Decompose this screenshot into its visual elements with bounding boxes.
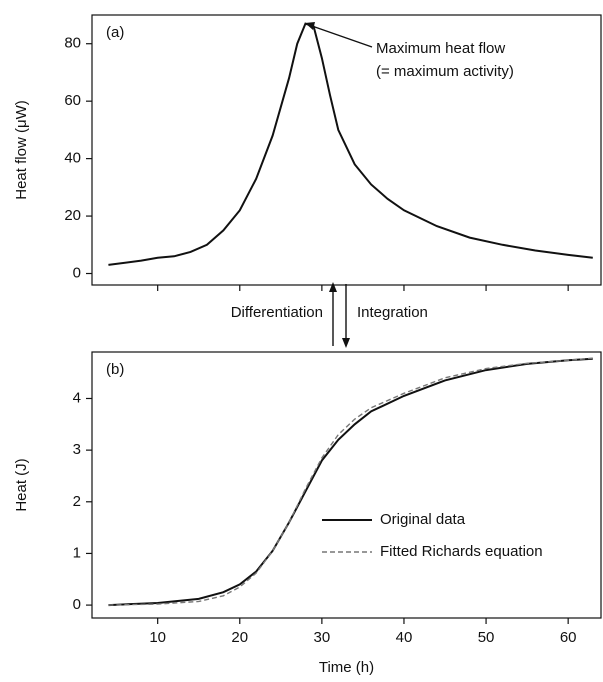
data-line <box>108 357 593 606</box>
integration-label: Integration <box>357 304 428 321</box>
legend-label: Fitted Richards equation <box>380 543 543 560</box>
plot-frame <box>91 14 602 286</box>
panel-label: (a) <box>106 24 124 41</box>
x-tick-label: 60 <box>560 629 577 646</box>
y-tick-label: 4 <box>73 389 81 406</box>
annotation: Maximum heat flow <box>376 40 505 57</box>
y-tick-label: 0 <box>73 264 81 281</box>
x-tick-label: 40 <box>396 629 413 646</box>
data-line <box>108 22 593 266</box>
x-tick-label: 30 <box>314 629 331 646</box>
y-axis-label: Heat flow (μW) <box>13 100 30 200</box>
differentiation-label: Differentiation <box>231 304 323 321</box>
panel-label: (b) <box>106 361 124 378</box>
plot-frame <box>91 351 602 619</box>
x-tick-label: 20 <box>231 629 248 646</box>
y-tick-label: 3 <box>73 441 81 458</box>
annotation-arrow <box>311 25 373 48</box>
data-line <box>108 357 593 607</box>
y-tick-label: 20 <box>64 207 81 224</box>
y-tick-label: 1 <box>73 544 81 561</box>
y-tick-label: 40 <box>64 150 81 167</box>
y-axis-label: Heat (J) <box>13 458 30 511</box>
legend-label: Original data <box>380 511 466 528</box>
y-tick-label: 0 <box>73 596 81 613</box>
y-tick-label: 80 <box>64 35 81 52</box>
x-axis-label: Time (h) <box>319 659 374 676</box>
y-tick-label: 2 <box>73 493 81 510</box>
y-tick-label: 60 <box>64 92 81 109</box>
transform-arrows <box>329 282 350 348</box>
x-tick-label: 10 <box>149 629 166 646</box>
arrow-head <box>342 338 350 348</box>
arrow-head <box>329 282 337 292</box>
annotation: (= maximum activity) <box>376 63 514 80</box>
x-tick-label: 50 <box>478 629 495 646</box>
